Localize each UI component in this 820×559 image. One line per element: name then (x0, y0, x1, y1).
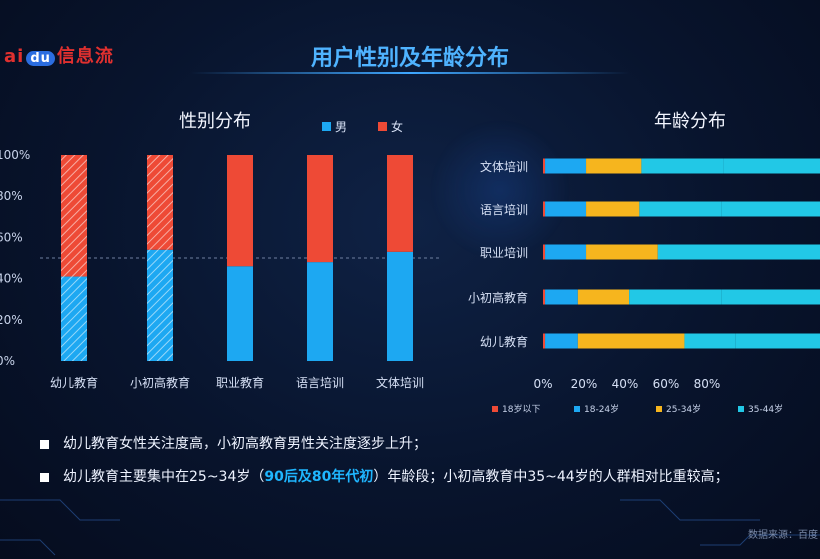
age-legend-swatch (656, 406, 662, 412)
note-1: 幼儿教育女性关注度高，小初高教育男性关注度逐步上升； (40, 433, 427, 453)
age-legend-label: 18-24岁 (584, 403, 619, 415)
bullet-square-icon (40, 472, 49, 482)
age-bar-segment (639, 201, 722, 217)
age-bar-segment (543, 333, 546, 349)
age-bar-segment (629, 289, 722, 305)
gender-y-tick-label: 0% (0, 354, 15, 368)
circuit-line-decoration (0, 499, 120, 521)
age-y-tick-label: 职业培训 (480, 245, 528, 260)
age-bar-segment (586, 201, 640, 217)
gender-x-tick-label: 幼儿教育 (50, 375, 98, 390)
gender-bar-male (61, 276, 87, 361)
age-chart-title: 年龄分布 (654, 111, 726, 132)
age-y-tick-label: 文体培训 (480, 159, 528, 174)
age-x-tick-label: 60% (653, 377, 680, 391)
gender-bar-male (387, 251, 413, 361)
gender-bar-female (61, 155, 87, 277)
age-y-tick-label: 小初高教育 (468, 290, 528, 305)
age-bar-segment (545, 333, 578, 349)
age-bar-segment (543, 201, 546, 217)
age-bar-segment (577, 289, 630, 305)
baidu-logo: ai du 信息流 (4, 42, 114, 68)
age-bar-overflow (723, 158, 820, 174)
title-underline (190, 72, 630, 74)
logo-text-suffix: 信息流 (56, 46, 114, 67)
gender-y-tick-label: 60% (0, 230, 23, 244)
gender-y-tick-label: 100% (0, 148, 30, 162)
note-2-text-pre: 幼儿教育主要集中在25~34岁（ (63, 469, 265, 485)
circuit-line-decoration (0, 539, 56, 556)
gender-bar-female (387, 155, 413, 252)
age-bar-overflow (735, 333, 820, 349)
age-x-tick-label: 40% (612, 377, 639, 391)
gender-bar-male (307, 262, 333, 361)
age-legend-label: 35-44岁 (748, 403, 783, 415)
age-bar-segment (577, 333, 685, 349)
note-2-highlight: 90后及80年代初 (264, 469, 374, 485)
gender-legend-swatch (322, 122, 331, 131)
age-bar-segment (545, 201, 587, 217)
gender-bar-female (147, 155, 173, 250)
age-bar-segment (545, 289, 578, 305)
age-bar-overflow (721, 289, 820, 305)
note-2-text-post: ）年龄段；小初高教育中35~44岁的人群相对比重较高； (373, 469, 729, 485)
gender-legend-swatch (378, 122, 387, 131)
gender-x-tick-label: 文体培训 (376, 375, 424, 390)
gender-x-tick-label: 职业教育 (216, 375, 264, 390)
gender-y-tick-label: 80% (0, 189, 23, 203)
age-legend-swatch (574, 406, 580, 412)
gender-bar-male (147, 249, 173, 361)
age-y-tick-label: 幼儿教育 (480, 334, 528, 349)
gender-legend-label: 女 (391, 119, 403, 134)
logo-du-badge: du (26, 51, 55, 66)
age-legend-swatch (738, 406, 744, 412)
note-1-text: 幼儿教育女性关注度高，小初高教育男性关注度逐步上升； (63, 436, 427, 452)
age-bar-segment (641, 158, 724, 174)
age-bar-segment (545, 244, 587, 260)
age-x-tick-label: 0% (533, 377, 552, 391)
background-glow (430, 120, 570, 260)
age-bar-segment (684, 333, 736, 349)
gender-bar-female (307, 155, 333, 263)
logo-text-prefix: ai (4, 46, 25, 67)
page-title: 用户性别及年龄分布 (310, 46, 509, 71)
circuit-line-decoration (620, 499, 760, 521)
age-legend-label: 25-34岁 (666, 403, 701, 415)
age-y-tick-label: 语言培训 (480, 202, 528, 217)
age-legend-swatch (492, 406, 498, 412)
age-bar-segment (543, 289, 546, 305)
gender-bar-female (227, 155, 253, 267)
age-bar-segment (586, 244, 658, 260)
gender-x-tick-label: 小初高教育 (130, 375, 190, 390)
gender-x-tick-label: 语言培训 (296, 375, 344, 390)
age-bar-segment (543, 244, 546, 260)
age-bar-segment (586, 158, 642, 174)
age-legend-label: 18岁以下 (502, 403, 540, 415)
age-bar-segment (545, 158, 587, 174)
age-x-tick-label: 20% (571, 377, 598, 391)
gender-chart-title: 性别分布 (179, 111, 251, 132)
age-bar-segment (543, 158, 546, 174)
gender-legend-label: 男 (335, 120, 347, 134)
gender-y-tick-label: 40% (0, 272, 23, 286)
gender-y-tick-label: 20% (0, 313, 23, 327)
age-bar-segment (657, 244, 728, 260)
data-source: 数据来源：百度 (748, 530, 818, 541)
note-2: 幼儿教育主要集中在25~34岁（90后及80年代初）年龄段；小初高教育中35~4… (40, 466, 729, 486)
gender-bar-male (227, 266, 253, 361)
age-x-tick-label: 80% (694, 377, 721, 391)
age-bar-overflow (727, 244, 820, 260)
circuit-line-decoration (700, 534, 820, 546)
age-bar-overflow (721, 201, 820, 217)
bullet-square-icon (40, 439, 49, 449)
